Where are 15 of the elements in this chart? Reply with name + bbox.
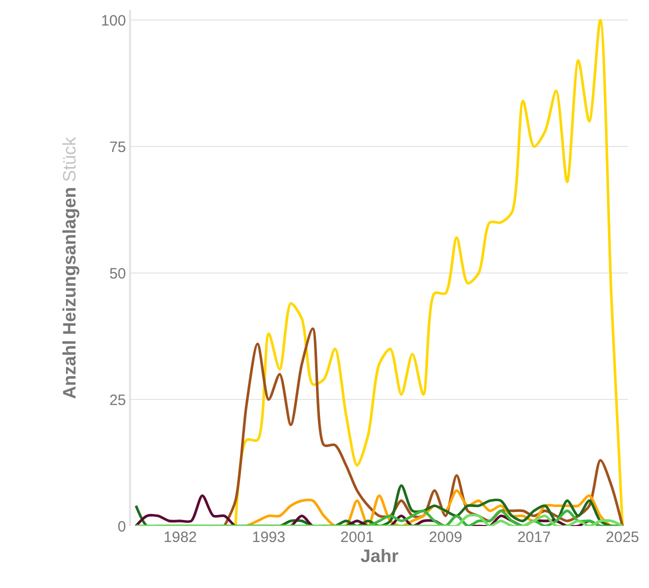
y-axis-title: Anzahl Heizungsanlagen (60, 187, 80, 400)
text: Stück (60, 136, 80, 182)
y-tick-label: 75 (109, 138, 126, 156)
x-tick-label: 2001 (340, 529, 374, 546)
y-tick-label: 50 (109, 265, 126, 282)
line-series (234, 18, 624, 526)
y-tick-label: 25 (109, 392, 126, 409)
y-tick-label: 0 (118, 518, 126, 536)
x-tick-label: 1982 (164, 529, 197, 546)
x-tick-label: 2025 (606, 529, 640, 546)
y-tick-label: 100 (100, 12, 126, 30)
x-axis-title: Jahr (360, 546, 399, 566)
x-tick-label: 2009 (428, 529, 462, 546)
x-tick-label: 1993 (252, 529, 286, 546)
x-tick-label: 2017 (517, 529, 551, 546)
